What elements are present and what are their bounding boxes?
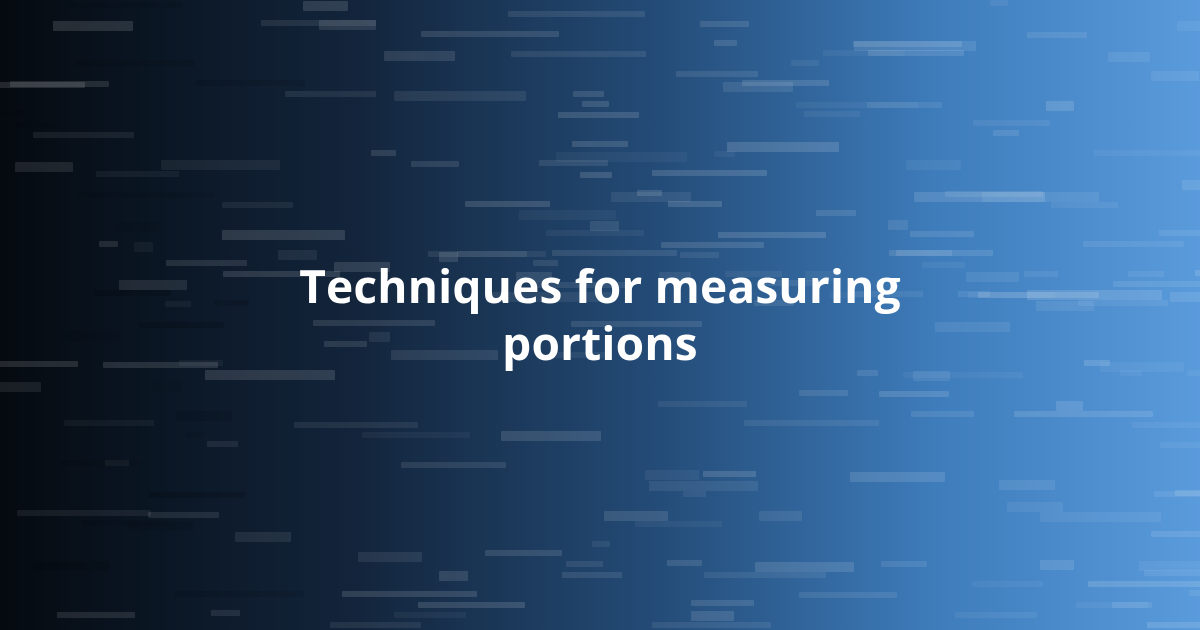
title-container: Techniques for measuring portions [0,0,1200,630]
hero-banner: Techniques for measuring portions [0,0,1200,630]
page-title: Techniques for measuring portions [220,258,980,373]
